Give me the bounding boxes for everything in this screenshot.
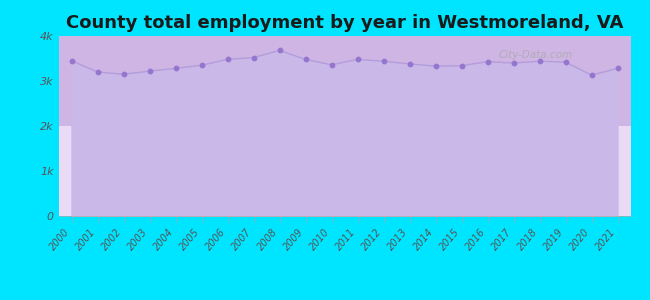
Point: [482, 59, 493, 64]
Point: [534, 59, 545, 64]
Point: [352, 57, 363, 62]
Point: [326, 62, 337, 67]
Point: [170, 66, 181, 71]
Point: [612, 66, 623, 71]
Text: City-Data.com: City-Data.com: [499, 50, 573, 60]
Point: [404, 61, 415, 66]
Point: [248, 55, 259, 60]
Point: [430, 64, 441, 68]
Point: [560, 60, 571, 64]
Point: [196, 63, 207, 68]
Point: [456, 63, 467, 68]
Point: [222, 57, 233, 62]
Point: [300, 57, 311, 62]
Point: [274, 48, 285, 53]
Point: [92, 70, 103, 74]
Point: [378, 59, 389, 64]
Point: [508, 61, 519, 65]
Title: County total employment by year in Westmoreland, VA: County total employment by year in Westm…: [66, 14, 623, 32]
Point: [66, 58, 77, 63]
Point: [144, 69, 155, 74]
Point: [586, 73, 597, 77]
Point: [118, 72, 129, 76]
